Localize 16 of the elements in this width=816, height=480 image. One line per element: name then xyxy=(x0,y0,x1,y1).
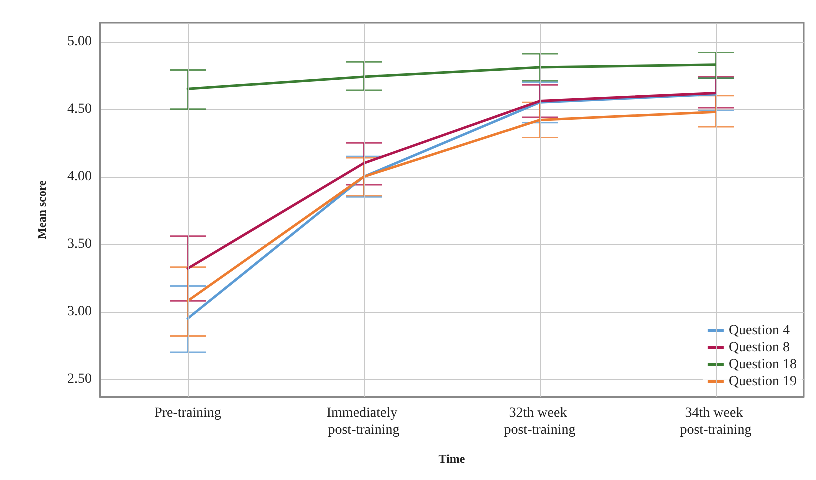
y-tick-label: 2.50 xyxy=(68,372,92,387)
legend-label: Question 19 xyxy=(728,374,798,390)
y-tick-label: 4.00 xyxy=(68,169,92,184)
y-tick-label: 3.50 xyxy=(68,236,92,252)
x-axis-title: Time xyxy=(438,452,466,466)
x-tick-label: 34th week post-training xyxy=(680,406,752,438)
y-tick-label: 4.50 xyxy=(68,102,92,117)
legend-label: Question 4 xyxy=(728,324,790,338)
x-tick-label: Pre-training xyxy=(154,406,222,421)
y-axis-title: Mean score xyxy=(35,180,49,240)
y-tick-label: 5.00 xyxy=(68,34,92,50)
x-tick-label: Immediately post-training xyxy=(326,406,402,438)
legend-label: Question 8 xyxy=(728,340,790,356)
y-tick-label: 3.00 xyxy=(68,304,92,320)
x-tick-label: 32th week post-training xyxy=(504,406,576,438)
legend-label: Question 18 xyxy=(728,358,798,372)
